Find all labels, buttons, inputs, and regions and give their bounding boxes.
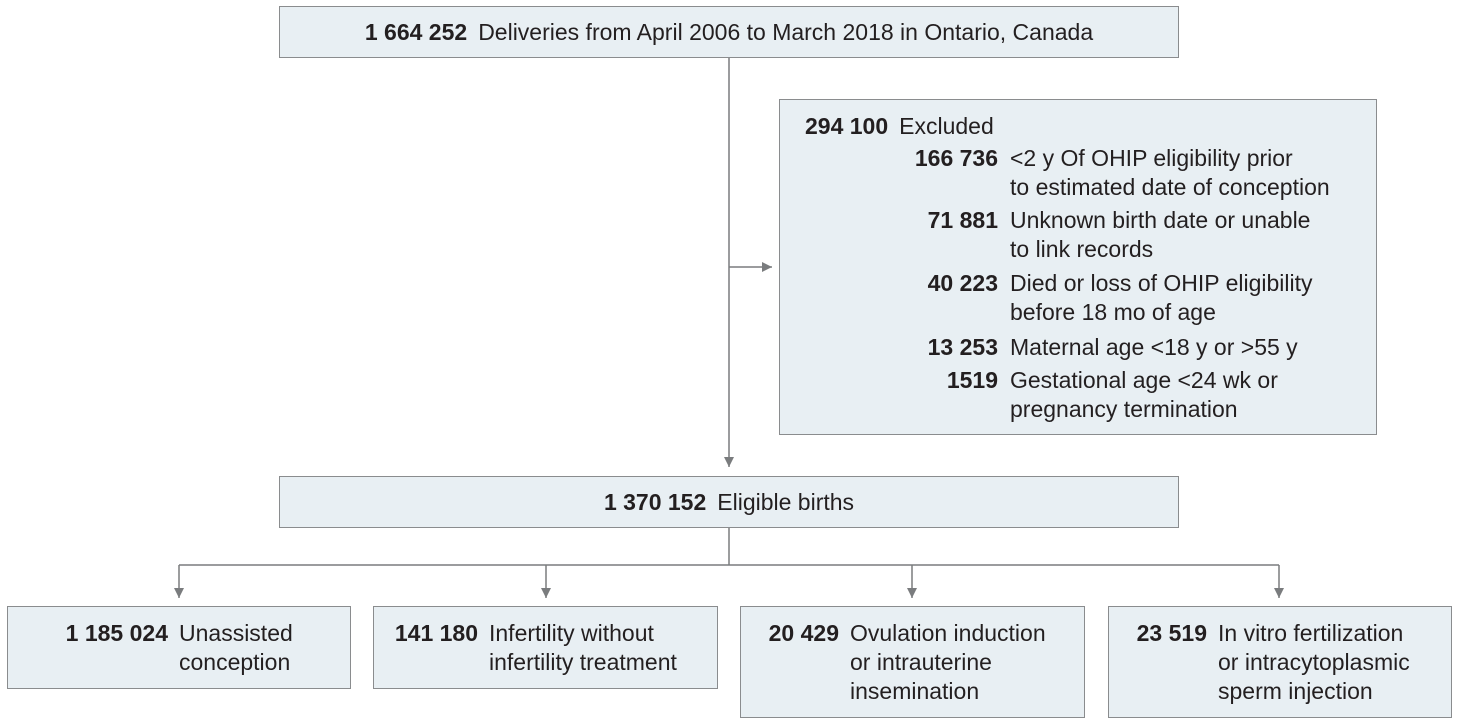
excluded-item-line1: Gestational age <24 wk or	[1010, 367, 1278, 393]
eligible-label: Eligible births	[717, 488, 855, 515]
group-count: 141 180	[394, 620, 478, 646]
excluded-label: Excluded	[899, 113, 994, 139]
group-line1: Unassisted	[179, 620, 293, 646]
eligible-births-box: 1 370 152 Eligible births	[279, 476, 1179, 528]
group-count: 1 185 024	[65, 620, 168, 646]
excluded-item-line2: pregnancy termination	[1010, 396, 1238, 422]
group-line2: or intrauterine	[850, 649, 992, 675]
group-line2: or intracytoplasmic	[1218, 649, 1410, 675]
excluded-item-line2: to estimated date of conception	[1010, 174, 1330, 200]
excluded-item-count: 1519	[946, 367, 998, 393]
excluded-box: 294 100 Excluded 166 736 <2 y Of OHIP el…	[779, 99, 1377, 435]
group-line1: In vitro fertilization	[1218, 620, 1404, 646]
excluded-item-line2: to link records	[1010, 236, 1154, 262]
group-box-ivf-icsi: 23 519 In vitro fertilization or intracy…	[1108, 606, 1452, 718]
deliveries-label: Deliveries from April 2006 to March 2018…	[478, 18, 1094, 45]
group-line1: Ovulation induction	[850, 620, 1046, 646]
group-line3: sperm injection	[1218, 678, 1373, 704]
excluded-item-line1: Died or loss of OHIP eligibility	[1010, 270, 1313, 296]
excluded-item-line2: before 18 mo of age	[1010, 299, 1216, 325]
group-line2: infertility treatment	[489, 649, 677, 675]
deliveries-count: 1 664 252	[364, 18, 468, 45]
group-box-infertility-untreated: 141 180 Infertility without infertility …	[373, 606, 718, 689]
excluded-item-line1: <2 y Of OHIP eligibility prior	[1010, 145, 1293, 171]
excluded-item-line1: Unknown birth date or unable	[1010, 207, 1311, 233]
excluded-count: 294 100	[805, 113, 889, 139]
group-line3: insemination	[850, 678, 980, 704]
excluded-item-count: 40 223	[927, 270, 998, 296]
deliveries-box: 1 664 252 Deliveries from April 2006 to …	[279, 6, 1179, 58]
excluded-item-count: 71 881	[927, 207, 998, 233]
eligible-count: 1 370 152	[603, 488, 707, 515]
group-line1: Infertility without	[489, 620, 654, 646]
group-box-ovulation-induction: 20 429 Ovulation induction or intrauteri…	[740, 606, 1085, 718]
excluded-item-count: 13 253	[927, 334, 998, 360]
group-count: 20 429	[768, 620, 839, 646]
excluded-item-line1: Maternal age <18 y or >55 y	[1010, 334, 1298, 360]
group-box-unassisted: 1 185 024 Unassisted conception	[7, 606, 351, 689]
group-count: 23 519	[1136, 620, 1207, 646]
excluded-item-count: 166 736	[914, 145, 998, 171]
group-line2: conception	[179, 649, 291, 675]
